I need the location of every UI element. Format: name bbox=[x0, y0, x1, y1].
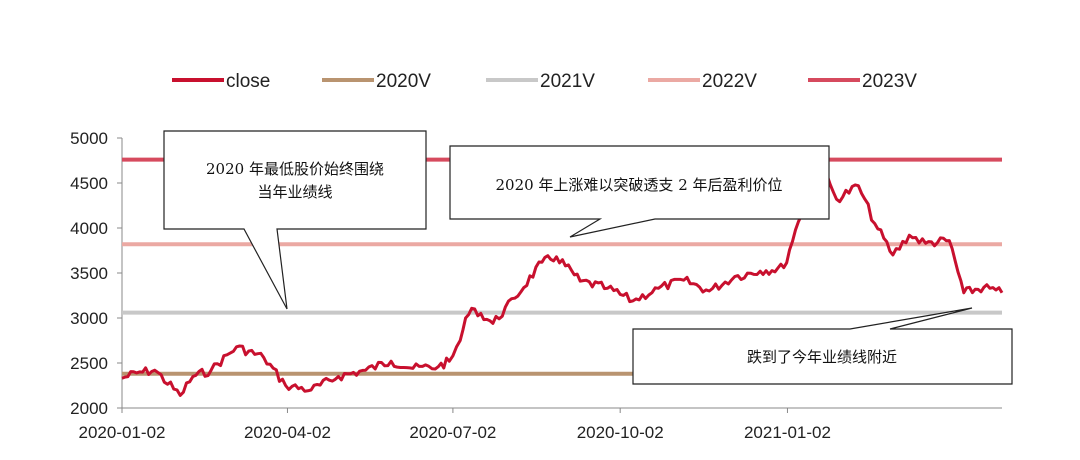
legend-label-close: close bbox=[226, 71, 270, 92]
x-tick-label: 2020-01-02 bbox=[79, 423, 166, 442]
y-tick-label: 2000 bbox=[70, 399, 108, 418]
y-tick-label: 2500 bbox=[70, 354, 108, 373]
x-tick-label: 2020-04-02 bbox=[244, 423, 331, 442]
callout-text-1a: 2020 年最低股价始终围绕 bbox=[206, 160, 384, 178]
x-tick-label: 2020-07-02 bbox=[409, 423, 496, 442]
x-tick-label: 2020-10-02 bbox=[577, 423, 664, 442]
callout-current-level: 跌到了今年业绩线附近 bbox=[632, 307, 1013, 385]
legend-label-2021v: 2021V bbox=[540, 71, 595, 92]
legend-label-2020v: 2020V bbox=[376, 71, 431, 92]
callout-text-2: 2020 年上涨难以突破透支 2 年后盈利价位 bbox=[495, 176, 782, 194]
y-tick-label: 3500 bbox=[70, 264, 108, 283]
y-tick-label: 4000 bbox=[70, 219, 108, 238]
legend-label-2022v: 2022V bbox=[702, 71, 757, 92]
y-tick-label: 4500 bbox=[70, 174, 108, 193]
callout-box-3 bbox=[632, 307, 1013, 385]
y-tick-label: 3000 bbox=[70, 309, 108, 328]
callout-upside-limit: 2020 年上涨难以突破透支 2 年后盈利价位 bbox=[449, 145, 830, 238]
legend: close 2020V 2021V 2022V 2023V bbox=[172, 71, 917, 92]
callout-text-1b: 当年业绩线 bbox=[257, 183, 332, 201]
x-axis-ticks: 2020-01-02 2020-04-02 2020-07-02 2020-10-02… bbox=[79, 408, 831, 442]
y-axis-ticks: 2000 2500 3000 3500 4000 4500 5000 bbox=[70, 129, 122, 418]
callout-lowest-price: 2020 年最低股价始终围绕 当年业绩线 bbox=[163, 130, 427, 310]
x-tick-label: 2021-01-02 bbox=[744, 423, 831, 442]
callout-box-1 bbox=[163, 130, 427, 310]
y-tick-label: 5000 bbox=[70, 129, 108, 148]
legend-label-2023v: 2023V bbox=[862, 71, 917, 92]
callout-text-3: 跌到了今年业绩线附近 bbox=[747, 348, 897, 366]
callout-box-2 bbox=[449, 145, 830, 238]
series-line-close bbox=[121, 170, 1004, 397]
